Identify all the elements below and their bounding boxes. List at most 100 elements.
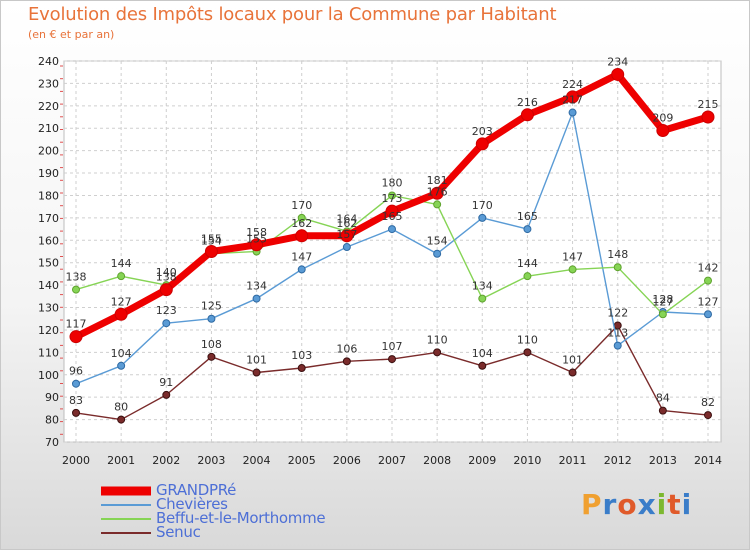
x-tick-label: 2008: [423, 454, 451, 467]
y-tick-label: 140: [38, 279, 59, 292]
legend-label: GRANDPRé: [156, 481, 237, 499]
x-tick-label: 2005: [288, 454, 316, 467]
data-point: [117, 415, 126, 424]
logo-letter: t: [667, 488, 682, 521]
y-tick-label: 210: [38, 122, 59, 135]
data-point: [433, 348, 442, 357]
legend-swatch: [101, 486, 151, 496]
data-point: [523, 225, 532, 234]
x-tick-label: 2007: [378, 454, 406, 467]
data-point: [566, 90, 580, 104]
x-tick-label: 2014: [694, 454, 722, 467]
data-label: 104: [472, 347, 493, 360]
data-label: 147: [562, 250, 583, 263]
data-label: 128: [652, 293, 673, 306]
data-point: [342, 357, 351, 366]
data-label: 155: [246, 233, 267, 246]
data-point: [388, 191, 396, 200]
data-label: 203: [472, 125, 493, 138]
data-label: 101: [562, 354, 583, 367]
data-label: 113: [607, 327, 628, 340]
plot-area: [63, 60, 722, 443]
data-label: 215: [698, 98, 719, 111]
data-point: [656, 123, 670, 137]
legend-swatch: [101, 518, 151, 520]
data-point: [295, 229, 309, 243]
data-label: 110: [427, 333, 448, 346]
data-label: 165: [382, 210, 403, 223]
data-label: 134: [246, 280, 267, 293]
data-label: 104: [111, 347, 132, 360]
data-point: [297, 213, 306, 222]
data-label: 165: [517, 210, 538, 223]
y-tick-label: 170: [38, 212, 59, 225]
data-label: 127: [698, 295, 719, 308]
x-tick-label: 2002: [152, 454, 180, 467]
data-label: 127: [111, 295, 132, 308]
data-point: [520, 108, 534, 122]
data-point: [611, 67, 625, 81]
data-label: 181: [427, 174, 448, 187]
data-point: [478, 294, 487, 303]
data-point: [252, 368, 261, 377]
data-point: [658, 406, 667, 415]
logo-letter: i: [681, 488, 693, 521]
x-tick-label: 2012: [604, 454, 632, 467]
data-label: 117: [66, 318, 87, 331]
data-point: [478, 361, 487, 370]
data-label: 209: [652, 111, 673, 124]
data-label: 144: [111, 257, 132, 270]
y-tick-label: 180: [38, 189, 59, 202]
data-label: 140: [156, 266, 177, 279]
data-label: 83: [69, 394, 83, 407]
y-tick-label: 230: [38, 77, 59, 90]
data-label: 134: [472, 280, 493, 293]
data-point: [117, 361, 126, 370]
x-tick-label: 2003: [197, 454, 225, 467]
data-label: 106: [336, 342, 357, 355]
data-label: 127: [652, 295, 673, 308]
data-point: [704, 276, 712, 285]
x-tick-label: 2006: [333, 454, 361, 467]
data-point: [430, 186, 444, 200]
x-tick-label: 2004: [243, 454, 271, 467]
data-label: 147: [291, 250, 312, 263]
legend-swatch: [101, 504, 151, 506]
data-point: [72, 408, 80, 417]
data-point: [613, 341, 622, 350]
data-label: 84: [656, 392, 670, 405]
data-label: 125: [201, 300, 222, 313]
x-tick-label: 2001: [107, 454, 135, 467]
data-label: 170: [291, 199, 312, 212]
data-point: [297, 364, 306, 373]
data-label: 234: [607, 55, 628, 68]
data-point: [297, 265, 306, 274]
legend-label: Chevières: [156, 495, 228, 513]
y-tick-label: 110: [38, 346, 59, 359]
logo-letter: r: [602, 488, 618, 521]
data-point: [704, 310, 712, 319]
y-tick-label: 220: [38, 100, 59, 113]
data-label: 138: [156, 271, 177, 284]
data-label: 162: [291, 217, 312, 230]
data-label: 138: [66, 271, 87, 284]
data-point: [568, 265, 577, 274]
data-label: 91: [159, 376, 173, 389]
data-point: [117, 272, 126, 281]
data-point: [475, 137, 489, 151]
x-tick-label: 2010: [513, 454, 541, 467]
logo-letter: P: [581, 488, 603, 521]
data-label: 82: [701, 396, 715, 409]
data-point: [523, 272, 532, 281]
y-tick-label: 150: [38, 257, 59, 270]
data-point: [385, 204, 399, 218]
y-tick-label: 190: [38, 167, 59, 180]
y-tick-label: 90: [45, 391, 59, 404]
data-point: [433, 249, 442, 258]
data-label: 101: [246, 354, 267, 367]
data-point: [250, 238, 264, 252]
y-tick-label: 200: [38, 145, 59, 158]
data-point: [704, 411, 712, 420]
